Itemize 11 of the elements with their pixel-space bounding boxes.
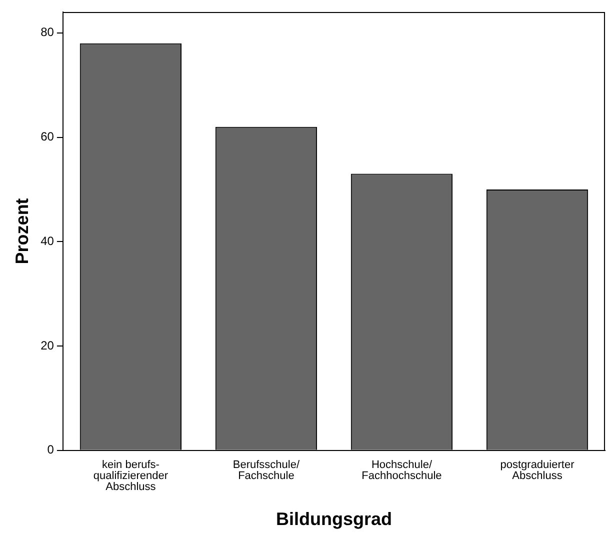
x-tick-label: Berufsschule/ Fachschule (232, 458, 300, 482)
x-axis-title: Bildungsgrad (276, 509, 392, 530)
y-tick-label: 60 (40, 130, 54, 144)
x-tick-label: postgraduierter Abschluss (500, 458, 575, 482)
y-tick-label: 80 (40, 25, 54, 40)
x-tick-label: kein berufs- qualifizierender Abschluss (93, 458, 168, 493)
y-tick-label: 40 (40, 234, 54, 248)
y-tick-label: 20 (40, 338, 54, 352)
x-tick-label: Hochschule/ Fachhochschule (362, 458, 442, 482)
y-axis-title: Prozent (12, 198, 32, 264)
y-tick-label: 0 (47, 442, 54, 457)
